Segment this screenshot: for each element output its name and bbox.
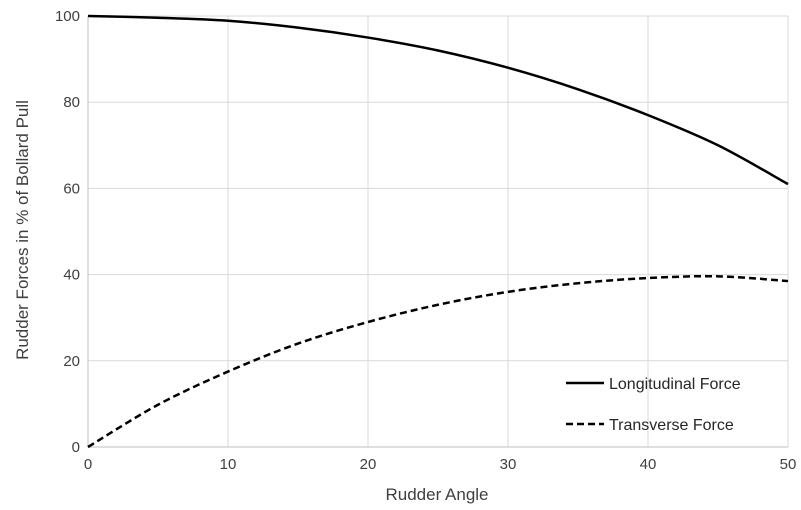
x-tick-label: 10 — [220, 456, 237, 473]
x-tick-label: 0 — [84, 456, 92, 473]
y-tick-label: 60 — [63, 180, 80, 197]
series-line-transverse — [87, 274, 789, 449]
legend-label-transverse: Transverse Force — [609, 417, 734, 434]
legend: Longitudinal Force Transverse Force — [566, 376, 741, 434]
x-tick-label: 30 — [500, 456, 517, 473]
x-axis-title: Rudder Angle — [385, 485, 488, 504]
y-tick-label: 40 — [63, 267, 80, 284]
x-tick-labels: 0 10 20 30 40 50 — [84, 456, 797, 473]
x-tick-label: 50 — [780, 456, 797, 473]
y-tick-label: 100 — [55, 8, 80, 25]
series-layer — [87, 14, 789, 449]
grid-layer — [87, 15, 789, 448]
y-tick-label: 80 — [63, 94, 80, 111]
series-line-longitudinal — [87, 14, 789, 186]
y-tick-label: 20 — [63, 353, 80, 370]
y-tick-labels: 0 20 40 60 80 100 — [55, 8, 80, 456]
x-tick-label: 20 — [360, 456, 377, 473]
y-tick-label: 0 — [72, 439, 80, 456]
legend-label-longitudinal: Longitudinal Force — [609, 376, 741, 393]
x-tick-label: 40 — [640, 456, 657, 473]
y-axis-title: Rudder Forces in % of Bollard Pull — [13, 100, 32, 360]
